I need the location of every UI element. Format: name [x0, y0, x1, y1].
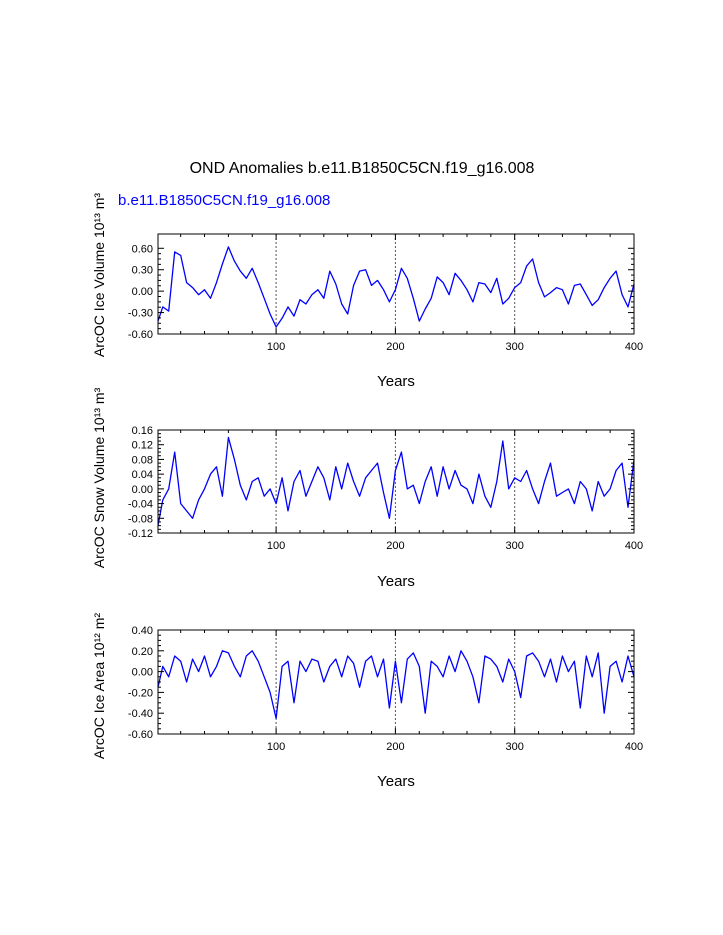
x-axis-label: Years [377, 373, 415, 390]
series-line [157, 436, 635, 526]
x-tick-label: 400 [625, 341, 643, 353]
y-tick-label: -0.08 [128, 513, 153, 525]
x-tick-label: 100 [267, 341, 285, 353]
y-tick-label: -0.04 [128, 499, 153, 511]
series-line [157, 246, 635, 328]
x-tick-label: 100 [267, 741, 285, 753]
y-tick-label: -0.40 [128, 708, 153, 720]
x-tick-label: 300 [506, 540, 524, 552]
x-tick-label: 300 [506, 341, 524, 353]
x-tick-label: 100 [267, 540, 285, 552]
y-tick-label: 0.30 [132, 265, 153, 277]
panel-3: 100 200 300 400 -0.60 -0.40 -0.20 0.00 0.20 0.40 Y… [91, 613, 643, 790]
y-tick-label: 0.16 [132, 425, 153, 437]
y-tick-label: -0.60 [128, 329, 153, 341]
panel-1: 100 200 300 400 -0.60 -0.30 0.00 0.30 0.60 Years A… [91, 193, 643, 390]
x-tick-label: 200 [386, 540, 404, 552]
plot-frame [157, 629, 635, 735]
y-tick-label: 0.08 [132, 454, 153, 466]
x-tick-label: 200 [386, 741, 404, 753]
y-tick-label: 0.04 [132, 469, 153, 481]
x-tick-label: 400 [625, 540, 643, 552]
y-tick-label: -0.20 [128, 687, 153, 699]
y-tick-label: 0.00 [132, 484, 153, 496]
x-tick-label: 300 [506, 741, 524, 753]
y-tick-label: -0.12 [128, 528, 153, 540]
x-axis-label: Years [377, 573, 415, 590]
y-tick-label: 0.00 [132, 286, 153, 298]
plot-frame [157, 429, 635, 534]
y-tick-label: 0.00 [132, 667, 153, 679]
y-axis-label: ArcOC Snow Volume 10¹³ m³ [91, 387, 107, 568]
y-tick-label: -0.60 [128, 729, 153, 741]
x-tick-label: 400 [625, 741, 643, 753]
series-line [157, 650, 635, 720]
plot-frame [157, 233, 635, 335]
y-axis-label: ArcOC Ice Area 10¹² m² [91, 613, 107, 760]
panels: 100 200 300 400 -0.60 -0.30 0.00 0.30 0.60 Years A… [91, 193, 643, 790]
y-tick-label: 0.60 [132, 243, 153, 255]
figure-title: OND Anomalies b.e11.B1850C5CN.f19_g16.00… [190, 160, 535, 177]
y-tick-label: 0.40 [132, 625, 153, 637]
figure-subtitle: b.e11.B1850C5CN.f19_g16.008 [118, 192, 330, 209]
x-tick-label: 200 [386, 341, 404, 353]
y-tick-label: -0.30 [128, 308, 153, 320]
y-tick-label: 0.20 [132, 646, 153, 658]
y-axis-label: ArcOC Ice Volume 10¹³ m³ [91, 193, 107, 357]
panel-2: 100 200 300 400 -0.12 -0.08 -0.04 0.00 0.04 0.08 0… [91, 387, 643, 590]
y-tick-label: 0.12 [132, 440, 153, 452]
x-axis-label: Years [377, 773, 415, 790]
